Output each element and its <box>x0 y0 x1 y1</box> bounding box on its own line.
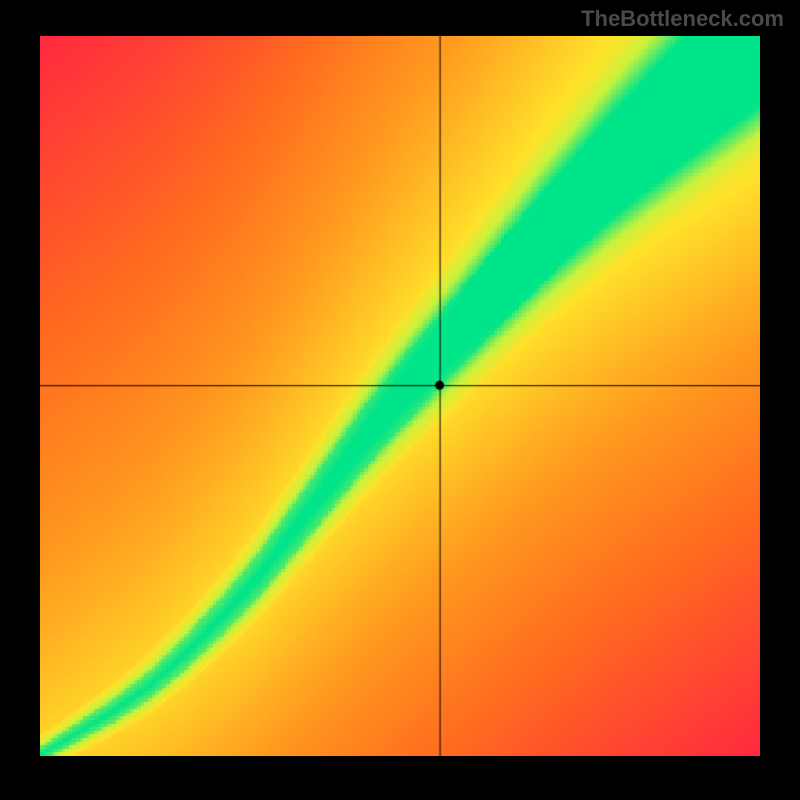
watermark-text: TheBottleneck.com <box>581 6 784 32</box>
bottleneck-heatmap <box>40 36 760 756</box>
chart-container: TheBottleneck.com <box>0 0 800 800</box>
